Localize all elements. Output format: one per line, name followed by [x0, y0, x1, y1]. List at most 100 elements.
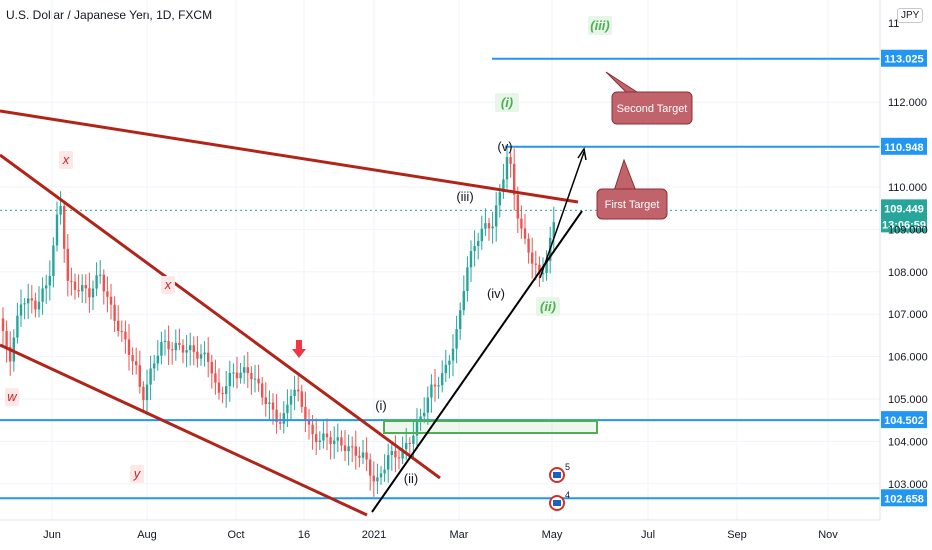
- candle-body: [178, 343, 181, 346]
- y-tick-label: 110.000: [888, 182, 927, 194]
- candle-body: [145, 384, 149, 401]
- candle-body: [315, 434, 318, 443]
- wave-label-green: (iii): [590, 18, 610, 33]
- candle-body: [45, 285, 48, 289]
- candle-body: [502, 179, 505, 193]
- y-tick-label: 105.000: [888, 394, 928, 406]
- candle-body: [495, 205, 498, 227]
- candle-body: [325, 433, 329, 438]
- wave-label-black: (iii): [456, 189, 473, 204]
- candle-body: [376, 477, 379, 482]
- candle-body: [459, 310, 462, 330]
- candle-body: [23, 303, 26, 305]
- candle-body: [297, 389, 300, 392]
- candle-body: [70, 280, 73, 282]
- price-label-current-bg: [881, 199, 927, 217]
- candle-body: [268, 402, 271, 405]
- y-tick-label: 106.000: [888, 352, 928, 364]
- candle-body: [343, 445, 347, 452]
- wave-label-black: (i): [375, 398, 387, 413]
- candle-body: [239, 372, 242, 379]
- candles: [1, 146, 555, 497]
- candle-body: [322, 433, 325, 441]
- y-tick-label: 103.000: [888, 479, 928, 491]
- candle-body: [55, 214, 59, 246]
- y-tick-label: 108.000: [888, 267, 928, 279]
- candle-body: [473, 245, 476, 251]
- candle-body: [531, 252, 534, 264]
- candle-body: [228, 372, 231, 387]
- candle-body: [462, 290, 465, 311]
- candle-body: [27, 298, 30, 304]
- candle-body: [171, 349, 174, 351]
- candle-body: [1, 318, 5, 331]
- candle-body: [369, 459, 372, 476]
- candle-body: [135, 361, 138, 366]
- wave-label-green-bg: [588, 16, 612, 35]
- event-flag-icon: [553, 500, 561, 506]
- candle-body: [246, 367, 249, 374]
- y-tick-label: 112.000: [888, 97, 927, 109]
- axes: Jun Aug Oct 16 2021 Mar May Jul Sep Nov 103.000 104…: [0, 0, 928, 541]
- candle-body: [34, 300, 37, 310]
- event-marker-count: 5: [565, 462, 570, 472]
- candle-body: [383, 469, 386, 474]
- x-tick-label: 16: [298, 529, 310, 541]
- callout-second-target-box: [611, 91, 693, 125]
- candle-body: [455, 329, 458, 349]
- candle-body: [138, 365, 141, 387]
- candle-body: [289, 395, 293, 405]
- candle-body: [282, 413, 285, 424]
- candle-body: [109, 296, 113, 305]
- candle-body: [477, 241, 480, 246]
- down-arrow-head: [292, 349, 306, 358]
- candle-body: [279, 422, 282, 424]
- wave-label-red: y: [133, 466, 142, 481]
- candle-body: [167, 340, 170, 350]
- candle-body: [538, 264, 541, 274]
- candle-body: [311, 424, 314, 435]
- candle-body: [444, 364, 447, 374]
- drawings: [0, 57, 880, 517]
- wave-label-green: (ii): [540, 299, 556, 314]
- currency-badge[interactable]: JPY: [897, 8, 924, 23]
- candle-body: [415, 421, 419, 436]
- candle-body: [527, 238, 530, 253]
- candle-body: [160, 341, 163, 356]
- callout-second-target-pointer: [605, 71, 642, 95]
- candle-body: [430, 384, 433, 398]
- candle-body: [131, 355, 134, 362]
- wave-label-red: w: [7, 389, 18, 404]
- candle-body: [509, 157, 512, 164]
- candle-body: [250, 373, 253, 380]
- candle-body: [484, 223, 487, 229]
- candle-body: [333, 440, 336, 444]
- arrow-head: [577, 147, 587, 161]
- candle-body: [214, 373, 217, 383]
- candle-body: [73, 281, 77, 290]
- candle-body: [174, 343, 177, 351]
- candle-body: [192, 345, 195, 352]
- candle-body: [394, 450, 397, 458]
- candle-body: [505, 157, 509, 180]
- projection-arrow: [539, 151, 585, 279]
- candle-body: [127, 339, 131, 356]
- y-tick-label: 104.000: [888, 436, 928, 448]
- candle-body: [203, 352, 206, 355]
- candle-body: [340, 437, 343, 446]
- y-tick-label: 11: [888, 18, 899, 30]
- candle-body: [199, 354, 203, 359]
- candle-body: [77, 289, 80, 292]
- candle-body: [516, 194, 519, 219]
- candle-body: [552, 222, 555, 238]
- x-tick-label: Oct: [227, 529, 244, 541]
- x-tick-label: May: [542, 529, 563, 541]
- candle-body: [63, 206, 66, 249]
- candle-body: [113, 304, 116, 321]
- event-flag-icon: [553, 472, 561, 478]
- candle-body: [235, 372, 239, 379]
- candle-body: [196, 351, 199, 359]
- candle-body: [52, 245, 55, 276]
- candle-body: [387, 455, 390, 470]
